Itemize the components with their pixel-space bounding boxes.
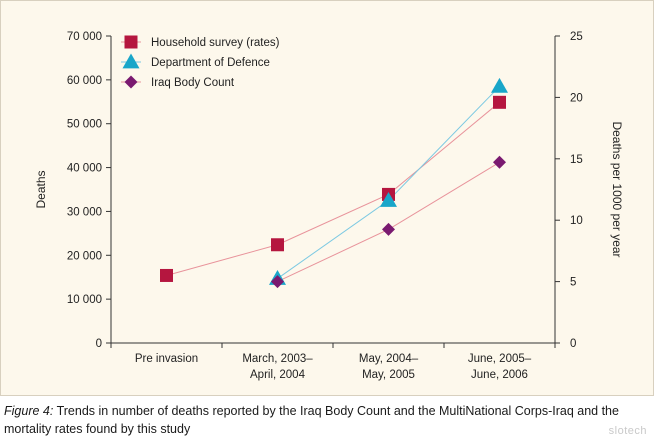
chart: Household survey (rates) Department of De… <box>34 31 624 381</box>
x-tick-label: March, 2003– April, 2004 <box>242 353 313 381</box>
y-right-tick-label: 15 <box>570 154 583 166</box>
x-tick-label: May, 2004– May, 2005 <box>359 353 419 381</box>
series-2-triangle-marker <box>380 191 397 207</box>
y-right-tick-label: 0 <box>570 338 576 350</box>
figure-label: Figure 4: <box>4 404 54 418</box>
y-left-tick-label: 30 000 <box>67 206 102 218</box>
axes <box>106 35 560 348</box>
series-1-square-marker <box>271 238 284 252</box>
legend: Household survey (rates) Department of De… <box>121 35 280 89</box>
series-3-diamond-marker <box>271 275 284 289</box>
x-tick-label: Pre invasion <box>135 353 198 365</box>
series-3-diamond-marker <box>493 155 506 169</box>
series-3-diamond-marker <box>382 222 395 236</box>
series-markers <box>160 77 508 289</box>
legend-diamond-icon <box>124 75 138 89</box>
y-left-tick-label: 50 000 <box>67 119 102 131</box>
chart-panel: Household survey (rates) Department of De… <box>0 0 654 396</box>
y-right-tick-label: 25 <box>570 31 583 43</box>
y-left-tick-label: 60 000 <box>67 75 102 87</box>
figure-caption: Figure 4: Trends in number of deaths rep… <box>4 402 652 438</box>
y-left-tick-label: 40 000 <box>67 163 102 175</box>
legend-label: Department of Defence <box>151 57 270 69</box>
y-right-tick-label: 10 <box>570 215 583 227</box>
y-axis-right-title: Deaths per 1000 per year <box>610 121 624 257</box>
series-line-3 <box>277 161 500 283</box>
legend-label: Household survey (rates) <box>151 37 280 49</box>
y-axis-left-title: Deaths <box>34 170 48 208</box>
y-right-tick-label: 20 <box>570 92 583 104</box>
caption-area: Figure 4: Trends in number of deaths rep… <box>0 396 657 441</box>
y-left-tick-label: 10 000 <box>67 294 102 306</box>
series-line-1 <box>166 101 500 276</box>
y-left-tick-label: 0 <box>96 338 102 350</box>
series-2-triangle-marker <box>491 77 508 93</box>
series-lines <box>166 86 500 283</box>
y-left-tick-label: 70 000 <box>67 31 102 43</box>
axis-labels: 0 10 000 20 000 30 000 40 000 50 000 60 000 70 … <box>34 31 624 381</box>
series-1-square-marker <box>493 95 506 109</box>
x-tick-label: June, 2005– June, 2006 <box>468 353 532 381</box>
y-right-tick-label: 5 <box>570 277 576 289</box>
legend-label: Iraq Body Count <box>151 77 235 89</box>
legend-triangle-icon <box>122 53 140 69</box>
watermark: slotech <box>608 425 647 437</box>
series-1-square-marker <box>160 268 173 282</box>
y-left-tick-label: 20 000 <box>67 250 102 262</box>
legend-square-icon <box>124 35 138 49</box>
caption-text: Trends in number of deaths reported by t… <box>4 404 619 436</box>
